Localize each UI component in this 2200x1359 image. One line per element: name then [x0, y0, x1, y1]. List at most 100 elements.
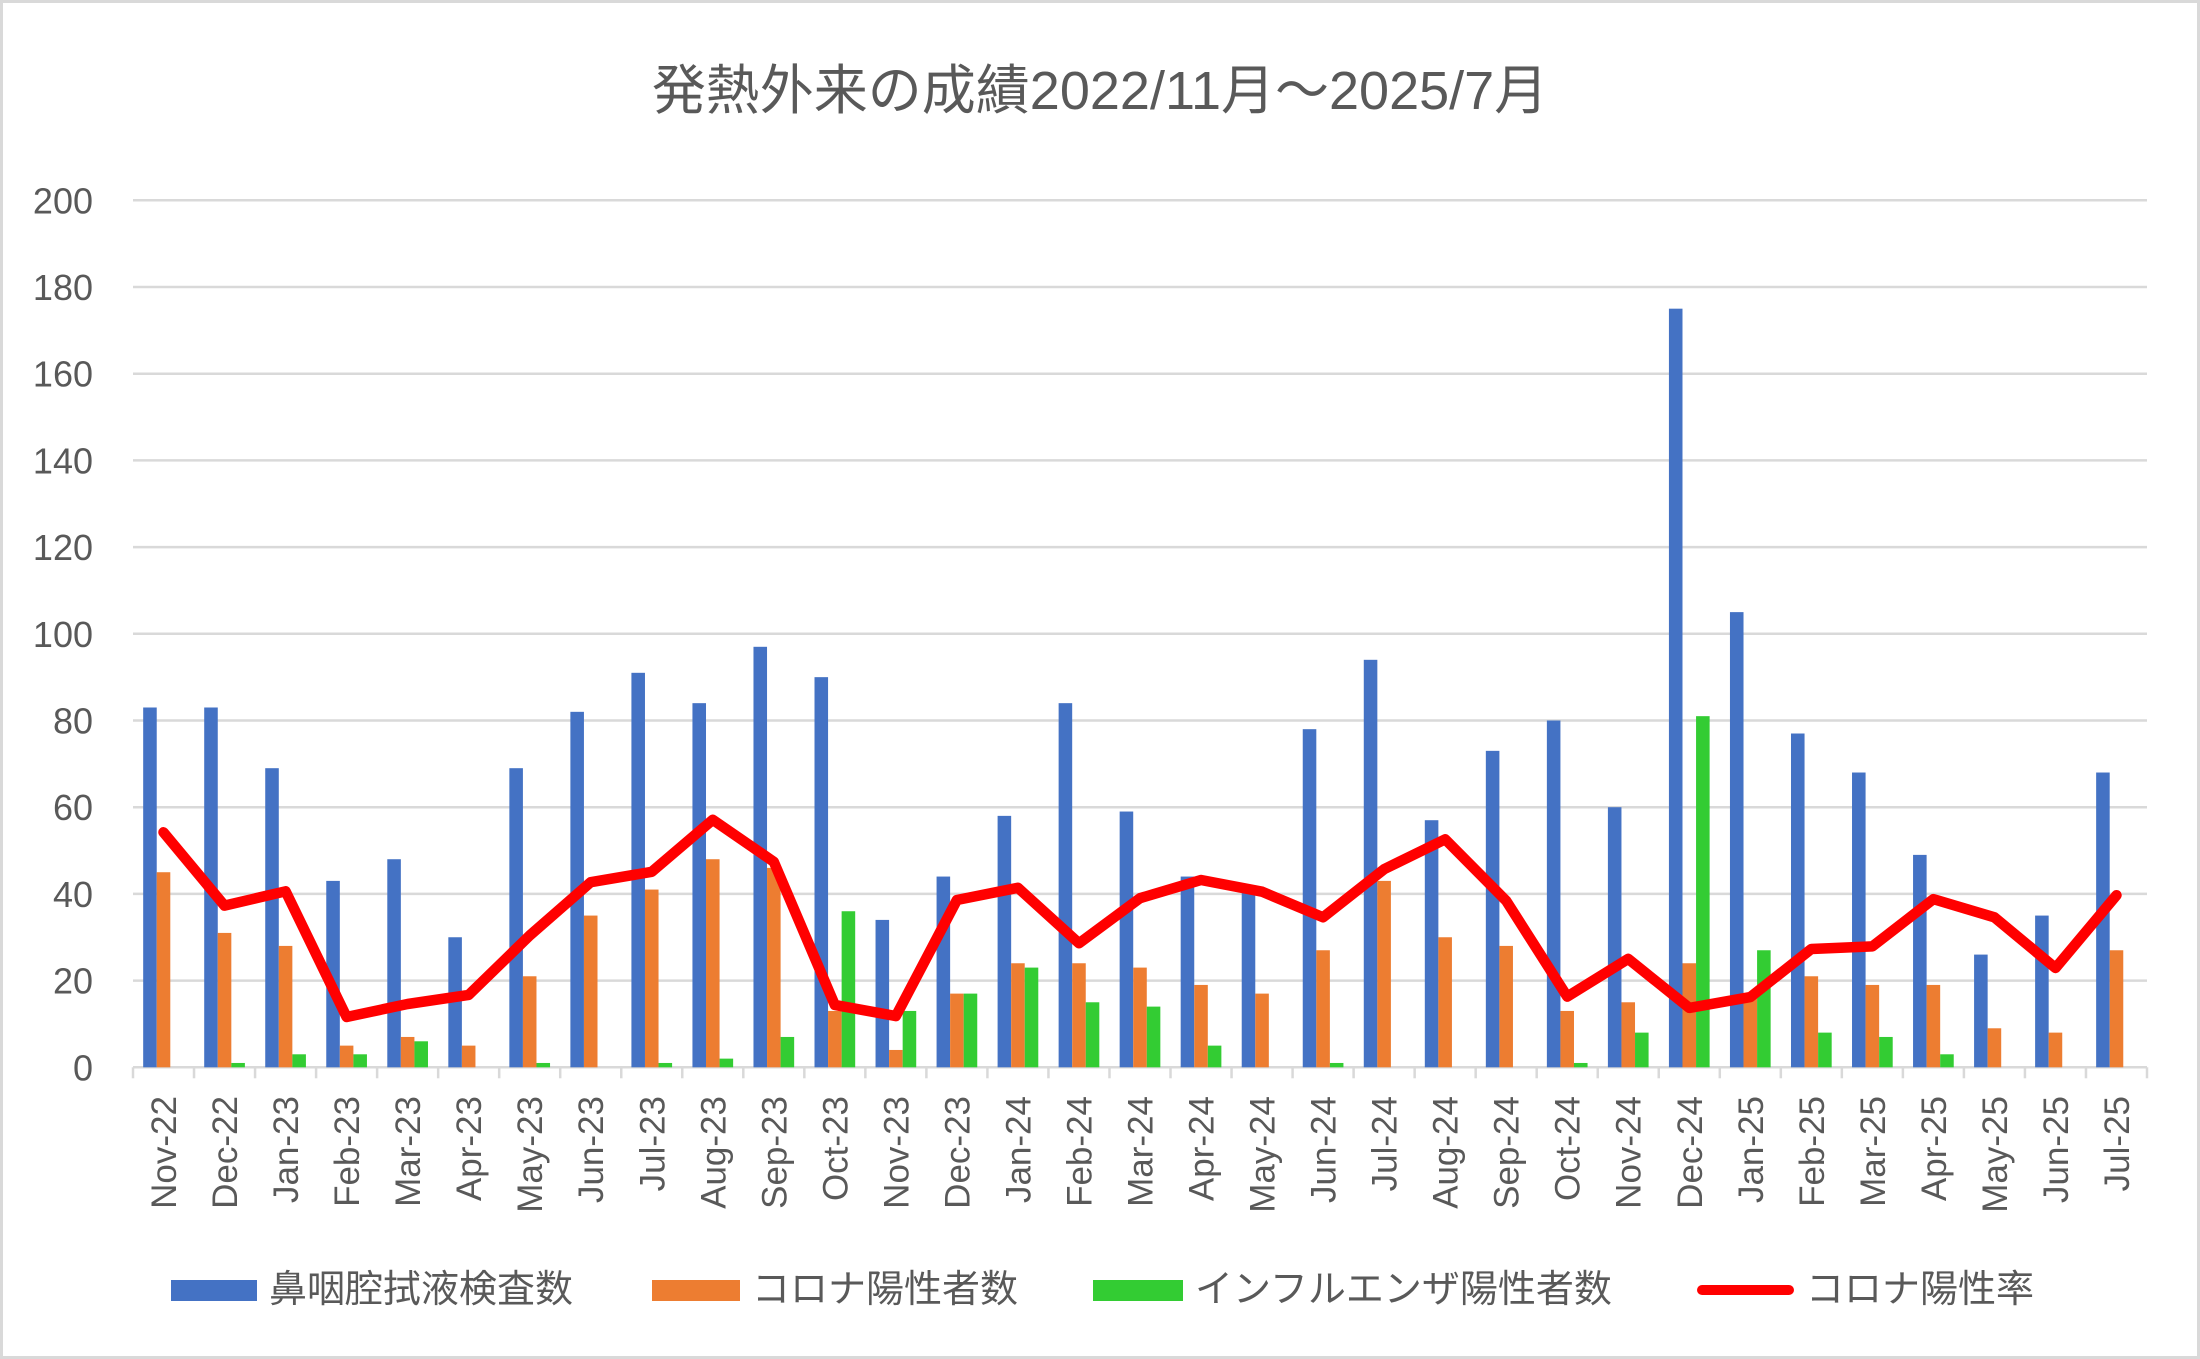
- bar: [292, 1054, 306, 1068]
- x-axis-tick-label: Jun-25: [2037, 1096, 2076, 1203]
- bar: [1146, 1006, 1161, 1068]
- bar: [1865, 984, 1880, 1068]
- y-axis-tick-label: 180: [33, 267, 93, 308]
- bar: [1024, 967, 1039, 1068]
- bar: [536, 1062, 551, 1068]
- bar: [1207, 1045, 1222, 1068]
- bar: [1377, 880, 1391, 1068]
- bar: [1499, 945, 1513, 1068]
- legend-label: インフルエンザ陽性者数: [1195, 1269, 1612, 1311]
- bar: [231, 1062, 245, 1068]
- bar: [1316, 950, 1330, 1068]
- x-axis-tick-label: Jul-23: [633, 1096, 672, 1191]
- bar: [1974, 954, 1988, 1068]
- bar: [1180, 876, 1195, 1068]
- x-axis-tick-label: Sep-24: [1488, 1096, 1527, 1209]
- x-axis-tick-label: Apr-25: [1915, 1096, 1954, 1201]
- x-axis-tick-label: Jun-24: [1305, 1096, 1344, 1203]
- bar: [2096, 772, 2110, 1068]
- bar: [644, 889, 659, 1068]
- legend-swatch-blue-icon: [171, 1279, 257, 1301]
- bar: [1682, 963, 1697, 1068]
- bar: [1757, 950, 1771, 1068]
- x-axis-tick-label: Feb-23: [328, 1096, 367, 1207]
- bar: [522, 976, 537, 1068]
- x-axis-tick-label: Nov-22: [145, 1096, 184, 1209]
- bar: [1485, 750, 1500, 1068]
- bar: [706, 859, 720, 1068]
- bar: [509, 768, 523, 1068]
- legend-swatch-orange-icon: [652, 1279, 740, 1301]
- y-axis-tick-label: 100: [33, 614, 93, 655]
- bar: [278, 945, 293, 1068]
- bar: [1119, 811, 1134, 1068]
- bar: [583, 915, 598, 1068]
- bar: [1058, 703, 1073, 1068]
- x-axis-tick-label: Dec-23: [938, 1096, 977, 1209]
- bar: [1573, 1062, 1588, 1068]
- x-axis-tick-label: May-25: [1976, 1096, 2015, 1213]
- bar: [780, 1036, 795, 1068]
- bar: [143, 707, 157, 1068]
- x-axis-tick-label: May-24: [1244, 1096, 1283, 1213]
- bar: [814, 677, 829, 1068]
- bar: [963, 993, 978, 1068]
- bar: [387, 859, 401, 1068]
- bar: [1329, 1062, 1344, 1068]
- bar: [1560, 1010, 1574, 1068]
- bar: [1424, 820, 1439, 1068]
- bar: [1241, 885, 1256, 1068]
- legend-item-swab-tests: 鼻咽腔拭液検査数: [171, 1266, 573, 1314]
- y-axis-tick-label: 200: [33, 180, 93, 221]
- x-axis-tick-label: Nov-23: [877, 1096, 916, 1209]
- x-axis-tick-label: Sep-23: [755, 1096, 794, 1209]
- bar-series: [231, 716, 1954, 1068]
- legend-label: コロナ陽性率: [1806, 1269, 2035, 1311]
- bar: [265, 768, 279, 1068]
- x-axis-tick-label: Jan-25: [1732, 1096, 1771, 1203]
- bar: [1913, 854, 1927, 1068]
- bar: [2035, 915, 2049, 1068]
- bar: [719, 1058, 734, 1068]
- bar: [1011, 963, 1025, 1068]
- bar: [1302, 729, 1317, 1068]
- bar: [1879, 1036, 1893, 1068]
- bar: [1363, 659, 1378, 1068]
- y-axis-tick-label: 120: [33, 527, 93, 568]
- x-axis-tick-label: Jun-23: [572, 1096, 611, 1203]
- legend-label: 鼻咽腔拭液検査数: [269, 1269, 574, 1311]
- bar: [658, 1062, 673, 1068]
- bar: [1546, 720, 1561, 1068]
- bar: [1790, 733, 1805, 1068]
- bar: [1085, 1002, 1100, 1068]
- bar: [767, 867, 781, 1068]
- bar: [1940, 1054, 1954, 1068]
- x-axis-tick-label: Dec-22: [206, 1096, 245, 1209]
- x-axis-tick-label: Jan-23: [267, 1096, 306, 1203]
- y-axis-tick-label: 160: [33, 354, 93, 395]
- y-axis-tick-label: 0: [73, 1047, 93, 1088]
- bar: [414, 1041, 428, 1068]
- x-axis-tick-label: May-23: [511, 1096, 550, 1213]
- legend-item-influenza-positive: インフルエンザ陽性者数: [1093, 1266, 1612, 1314]
- x-axis-tick-label: Aug-24: [1427, 1096, 1466, 1209]
- bar: [1743, 993, 1758, 1068]
- bar: [1255, 993, 1269, 1068]
- bar: [1072, 963, 1086, 1068]
- x-axis-tick-label: Apr-23: [450, 1096, 489, 1201]
- y-axis-tick-label: 60: [53, 787, 93, 828]
- x-axis-tick-label: Oct-23: [816, 1096, 855, 1201]
- legend-swatch-green-icon: [1093, 1279, 1183, 1301]
- y-axis-tick-label: 140: [33, 440, 93, 481]
- bar: [889, 1049, 903, 1068]
- line-series-positivity-rate: [158, 814, 2122, 1023]
- y-axis-labels: 0 20 40 60 80 100 120 140 160 180 200: [33, 180, 93, 1088]
- x-axis-tick-label: Nov-24: [1610, 1096, 1649, 1209]
- bar: [950, 993, 964, 1068]
- x-axis-tick-label: Feb-24: [1060, 1096, 1099, 1207]
- bar: [1635, 1032, 1649, 1068]
- legend-item-covid-positive: コロナ陽性者数: [652, 1266, 1018, 1314]
- legend-line-red-icon: [1697, 1285, 1794, 1295]
